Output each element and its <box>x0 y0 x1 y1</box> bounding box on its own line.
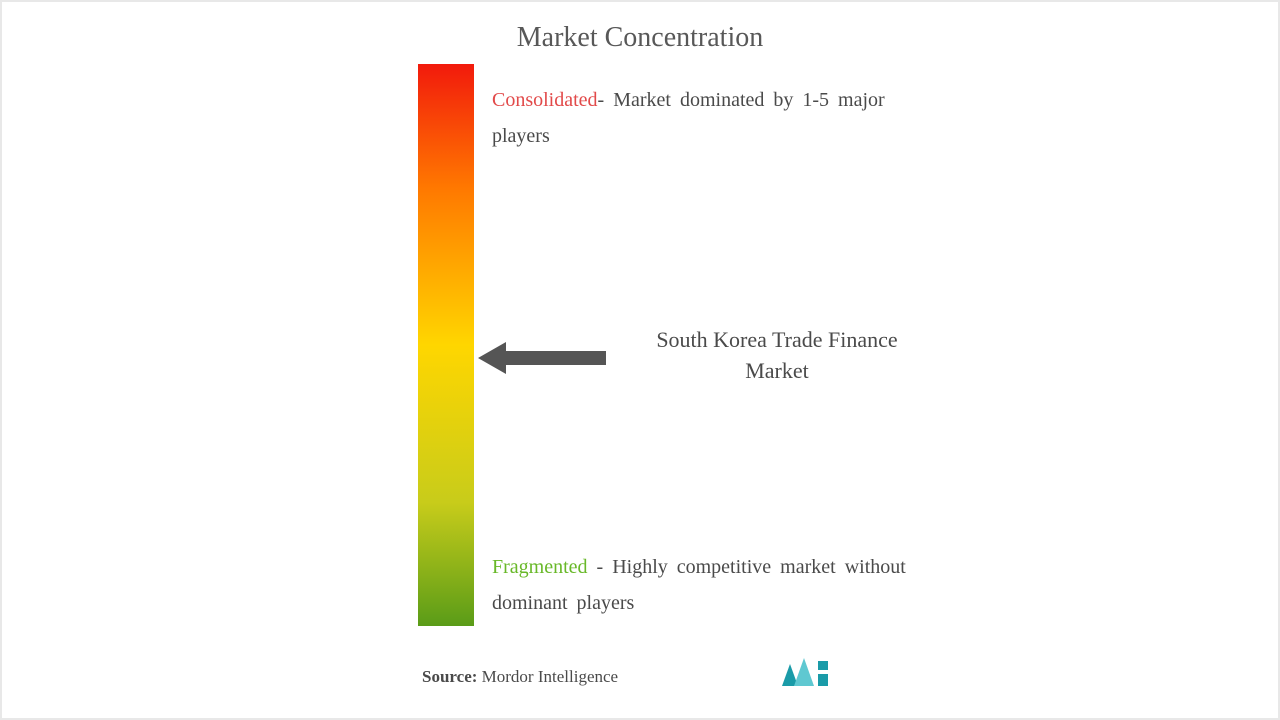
diagram-content: Consolidated- Market dominated by 1-5 ma… <box>382 64 972 629</box>
chart-title: Market Concentration <box>2 22 1278 54</box>
position-arrow-icon <box>478 340 606 381</box>
market-name-label: South Korea Trade Finance Market <box>637 325 917 387</box>
fragmented-highlight: Fragmented <box>492 556 588 578</box>
consolidated-label: Consolidated- Market dominated by 1-5 ma… <box>492 82 932 154</box>
consolidated-highlight: Consolidated <box>492 89 598 111</box>
source-label: Source: <box>422 667 477 686</box>
concentration-gradient-bar <box>418 64 474 626</box>
fragmented-label: Fragmented - Highly competitive market w… <box>492 549 932 621</box>
mordor-logo-icon <box>782 658 830 691</box>
source-value: Mordor Intelligence <box>477 667 618 686</box>
source-attribution: Source: Mordor Intelligence <box>422 667 618 687</box>
